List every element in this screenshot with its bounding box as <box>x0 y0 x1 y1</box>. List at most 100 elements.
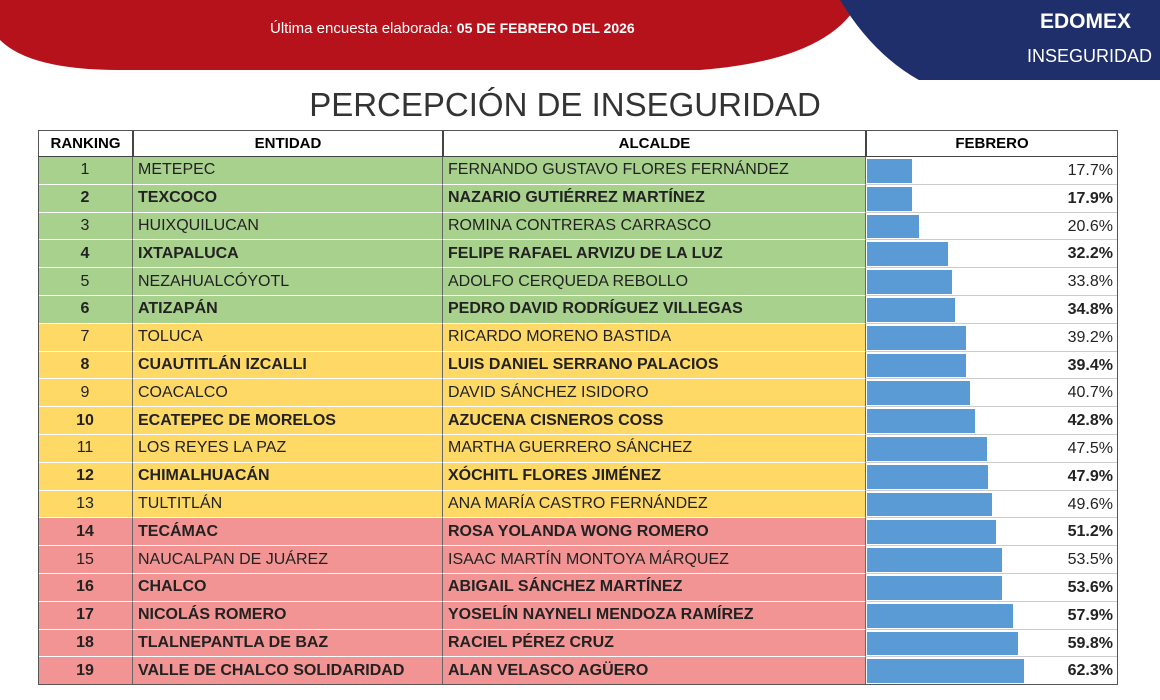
value-label: 17.9% <box>1067 189 1113 207</box>
column-header: ALCALDE <box>443 130 866 157</box>
mayor: XÓCHITL FLORES JIMÉNEZ <box>443 462 866 491</box>
entity: ATIZAPÁN <box>133 296 443 324</box>
value-label: 59.8% <box>1067 634 1113 652</box>
entity: NICOLÁS ROMERO <box>133 601 443 630</box>
rank: 8 <box>38 351 133 380</box>
value-cell: 62.3% <box>866 657 1118 686</box>
rank: 11 <box>38 435 133 463</box>
value-label: 34.8% <box>1067 301 1113 318</box>
survey-date: 05 DE FEBRERO DEL 2026 <box>456 20 635 36</box>
entity: NEZAHUALCÓYOTL <box>133 268 443 296</box>
mayor: ANA MARÍA CASTRO FERNÁNDEZ <box>443 490 866 519</box>
value-cell: 47.9% <box>866 462 1118 491</box>
entity: NAUCALPAN DE JUÁREZ <box>133 546 443 574</box>
column-header: RANKING <box>38 130 133 157</box>
bar <box>867 298 955 322</box>
entity: TLALNEPANTLA DE BAZ <box>133 629 443 658</box>
value-label: 20.6% <box>1067 217 1113 235</box>
bar <box>867 520 997 545</box>
rank: 15 <box>38 546 133 574</box>
value-label: 40.7% <box>1067 384 1113 402</box>
value-cell: 17.9% <box>866 184 1118 213</box>
rank: 2 <box>38 184 133 213</box>
entity: ECATEPEC DE MORELOS <box>133 407 443 435</box>
mayor: YOSELÍN NAYNELI MENDOZA RAMÍREZ <box>443 601 866 630</box>
rank: 16 <box>38 574 133 602</box>
bar <box>867 548 1002 572</box>
value-cell: 59.8% <box>866 629 1118 658</box>
rank: 18 <box>38 629 133 658</box>
rank: 3 <box>38 212 133 241</box>
entity: HUIXQUILUCAN <box>133 212 443 241</box>
entity: TOLUCA <box>133 323 443 352</box>
entity: COACALCO <box>133 379 443 408</box>
value-label: 17.7% <box>1067 162 1113 179</box>
value-cell: 47.5% <box>866 435 1118 463</box>
mayor: FELIPE RAFAEL ARVIZU DE LA LUZ <box>443 240 866 269</box>
rank: 5 <box>38 268 133 296</box>
bar <box>867 576 1003 600</box>
mayor: ADOLFO CERQUEDA REBOLLO <box>443 268 866 296</box>
value-label: 47.5% <box>1067 440 1113 457</box>
survey-text: Última encuesta elaborada: <box>270 20 453 37</box>
entity: TULTITLÁN <box>133 490 443 519</box>
entity: CHALCO <box>133 574 443 602</box>
value-label: 53.5% <box>1067 551 1113 569</box>
bar <box>867 631 1018 656</box>
value-cell: 40.7% <box>866 379 1118 408</box>
region: EDOMEX <box>1040 10 1132 33</box>
header-shapes <box>0 0 1160 80</box>
value-label: 47.9% <box>1067 467 1113 485</box>
entity: TECÁMAC <box>133 518 443 547</box>
red-banner <box>0 0 860 70</box>
entity: VALLE DE CHALCO SOLIDARIDAD <box>133 657 443 686</box>
bar <box>867 186 913 211</box>
mayor: MARTHA GUERRERO SÁNCHEZ <box>443 435 866 463</box>
mayor: ABIGAIL SÁNCHEZ MARTÍNEZ <box>443 574 866 602</box>
mayor: RICARDO MORENO BASTIDA <box>443 323 866 352</box>
blue-banner <box>840 0 1160 80</box>
value-label: 57.9% <box>1067 606 1113 624</box>
mayor: LUIS DANIEL SERRANO PALACIOS <box>443 351 866 380</box>
bar <box>867 603 1013 628</box>
value-label: 62.3% <box>1067 662 1113 680</box>
rank: 13 <box>38 490 133 519</box>
mayor: ISAAC MARTÍN MONTOYA MÁRQUEZ <box>443 546 866 574</box>
entity: TEXCOCO <box>133 184 443 213</box>
entity: IXTAPALUCA <box>133 240 443 269</box>
title: PERCEPCIÓN DE INSEGURIDAD <box>309 86 821 123</box>
value-cell: 53.6% <box>866 574 1118 602</box>
bar <box>867 381 970 406</box>
value-label: 51.2% <box>1067 523 1113 541</box>
value-cell: 39.2% <box>866 323 1118 352</box>
topic: INSEGURIDAD <box>1027 46 1153 66</box>
rank: 14 <box>38 518 133 547</box>
bar <box>867 464 988 489</box>
entity: LOS REYES LA PAZ <box>133 435 443 463</box>
value-cell: 49.6% <box>866 490 1118 519</box>
mayor: DAVID SÁNCHEZ ISIDORO <box>443 379 866 408</box>
value-label: 33.8% <box>1067 273 1113 291</box>
mayor: ROSA YOLANDA WONG ROMERO <box>443 518 866 547</box>
rank: 10 <box>38 407 133 435</box>
mayor: NAZARIO GUTIÉRREZ MARTÍNEZ <box>443 184 866 213</box>
value-cell: 57.9% <box>866 601 1118 630</box>
value-label: 42.8% <box>1067 412 1113 430</box>
bar <box>867 242 949 267</box>
column-header: ENTIDAD <box>133 130 443 157</box>
value-label: 49.6% <box>1067 495 1113 513</box>
value-label: 53.6% <box>1067 579 1113 596</box>
rank: 17 <box>38 601 133 630</box>
bar <box>867 437 987 461</box>
bar <box>867 353 967 378</box>
bar <box>867 492 992 517</box>
mayor: RACIEL PÉREZ CRUZ <box>443 629 866 658</box>
mayor: ROMINA CONTRERAS CARRASCO <box>443 212 866 241</box>
value-cell: 32.2% <box>866 240 1118 269</box>
value-cell: 42.8% <box>866 407 1118 435</box>
value-cell: 53.5% <box>866 546 1118 574</box>
value-cell: 33.8% <box>866 268 1118 296</box>
entity: METEPEC <box>133 157 443 185</box>
value-cell: 17.7% <box>866 157 1118 185</box>
